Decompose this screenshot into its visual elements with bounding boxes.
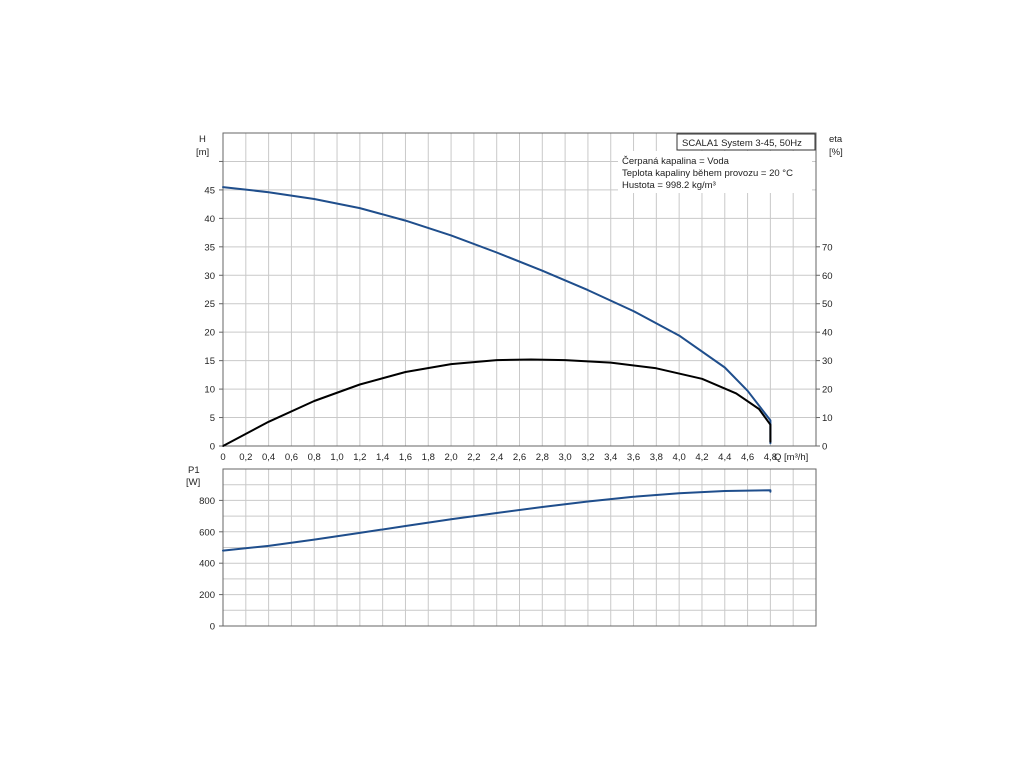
p1-tick-label: 600 [199,527,215,538]
legend-title: SCALA1 System 3-45, 50Hz [682,138,802,149]
bottom-series-group [222,489,772,552]
x-tick-label: 3,2 [581,452,594,463]
x-tick-label: 3,8 [650,452,663,463]
x-tick-label: 1,6 [399,452,412,463]
eta-tick-label: 40 [822,328,833,339]
top-plot-frame [222,132,817,447]
x-tick-label: 4,0 [673,452,686,463]
x-tick-label: 2,8 [536,452,549,463]
x-tick-label: 2,4 [490,452,503,463]
x-tick-label: 1,2 [353,452,366,463]
eta-tick-label: 20 [822,385,833,396]
top-ticks: 0 0,2 0,4 0,6 0,8 1,0 1,2 1,4 1,6 1,8 2,0 2,2 2,4 2,6… [204,160,833,463]
p1-tick-label: 400 [199,559,215,570]
h-tick-label: 25 [204,299,215,310]
h-tick-label: 35 [204,242,215,253]
x-tick-label: 1,4 [376,452,389,463]
x-tick-label: 1,0 [330,452,343,463]
h-tick-label: 20 [204,328,215,339]
h-tick-label: 10 [204,385,215,396]
legend-background [618,151,812,193]
legend-line-3: Hustota = 998.2 kg/m³ [622,180,716,191]
x-tick-label: 3,0 [559,452,572,463]
top-grid [223,133,816,446]
x-tick-label: 1,8 [422,452,435,463]
p1-tick-label: 200 [199,590,215,601]
bottom-plot-frame [222,468,817,627]
eta-curve [222,358,772,447]
eta-tick-label: 50 [822,299,833,310]
x-tick-label: 0,2 [239,452,252,463]
eta-tick-label: 0 [822,442,827,453]
x-tick-label: 4,4 [718,452,731,463]
eta-tick-label: 10 [822,413,833,424]
h-tick-label: 0 [210,442,215,453]
bottom-ticks: 0 200 400 600 800 [199,496,223,633]
h-tick-label: 15 [204,356,215,367]
h-tick-label: 40 [204,214,215,225]
x-tick-label: 4,2 [695,452,708,463]
h-axis-label: H [199,134,206,145]
p1-tick-label: 0 [210,622,215,633]
legend-title-box [676,133,816,151]
h-tick-label: 45 [204,185,215,196]
x-tick-label: 4,6 [741,452,754,463]
eta-tick-label: 30 [822,356,833,367]
p1-power-curve [222,489,772,552]
head-curve [222,186,772,445]
eta-unit-label: [%] [829,147,843,158]
p1-unit-label: [W] [186,477,200,488]
x-tick-label: 2,2 [467,452,480,463]
x-tick-label: 4,8 [764,452,777,463]
legend-line-1: Čerpaná kapalina = Voda [622,156,730,167]
x-tick-label: 0 [220,452,225,463]
h-tick-label: 30 [204,271,215,282]
x-tick-label: 2,0 [444,452,457,463]
eta-tick-label: 60 [822,271,833,282]
top-series-group [222,186,772,447]
x-tick-label: 3,4 [604,452,617,463]
bottom-grid [223,469,816,626]
p1-tick-label: 800 [199,496,215,507]
x-tick-label: 2,6 [513,452,526,463]
h-tick-label: 5 [210,413,215,424]
q-axis-label: Q [m³/h] [774,452,808,463]
legend-line-2: Teplota kapaliny během provozu = 20 °C [622,168,793,179]
eta-axis-label: eta [829,134,843,145]
x-tick-label: 3,6 [627,452,640,463]
h-unit-label: [m] [196,147,209,158]
x-tick-label: 0,6 [285,452,298,463]
eta-tick-label: 70 [822,242,833,253]
p1-axis-label: P1 [188,465,200,476]
x-tick-label: 0,4 [262,452,275,463]
x-tick-label: 0,8 [308,452,321,463]
